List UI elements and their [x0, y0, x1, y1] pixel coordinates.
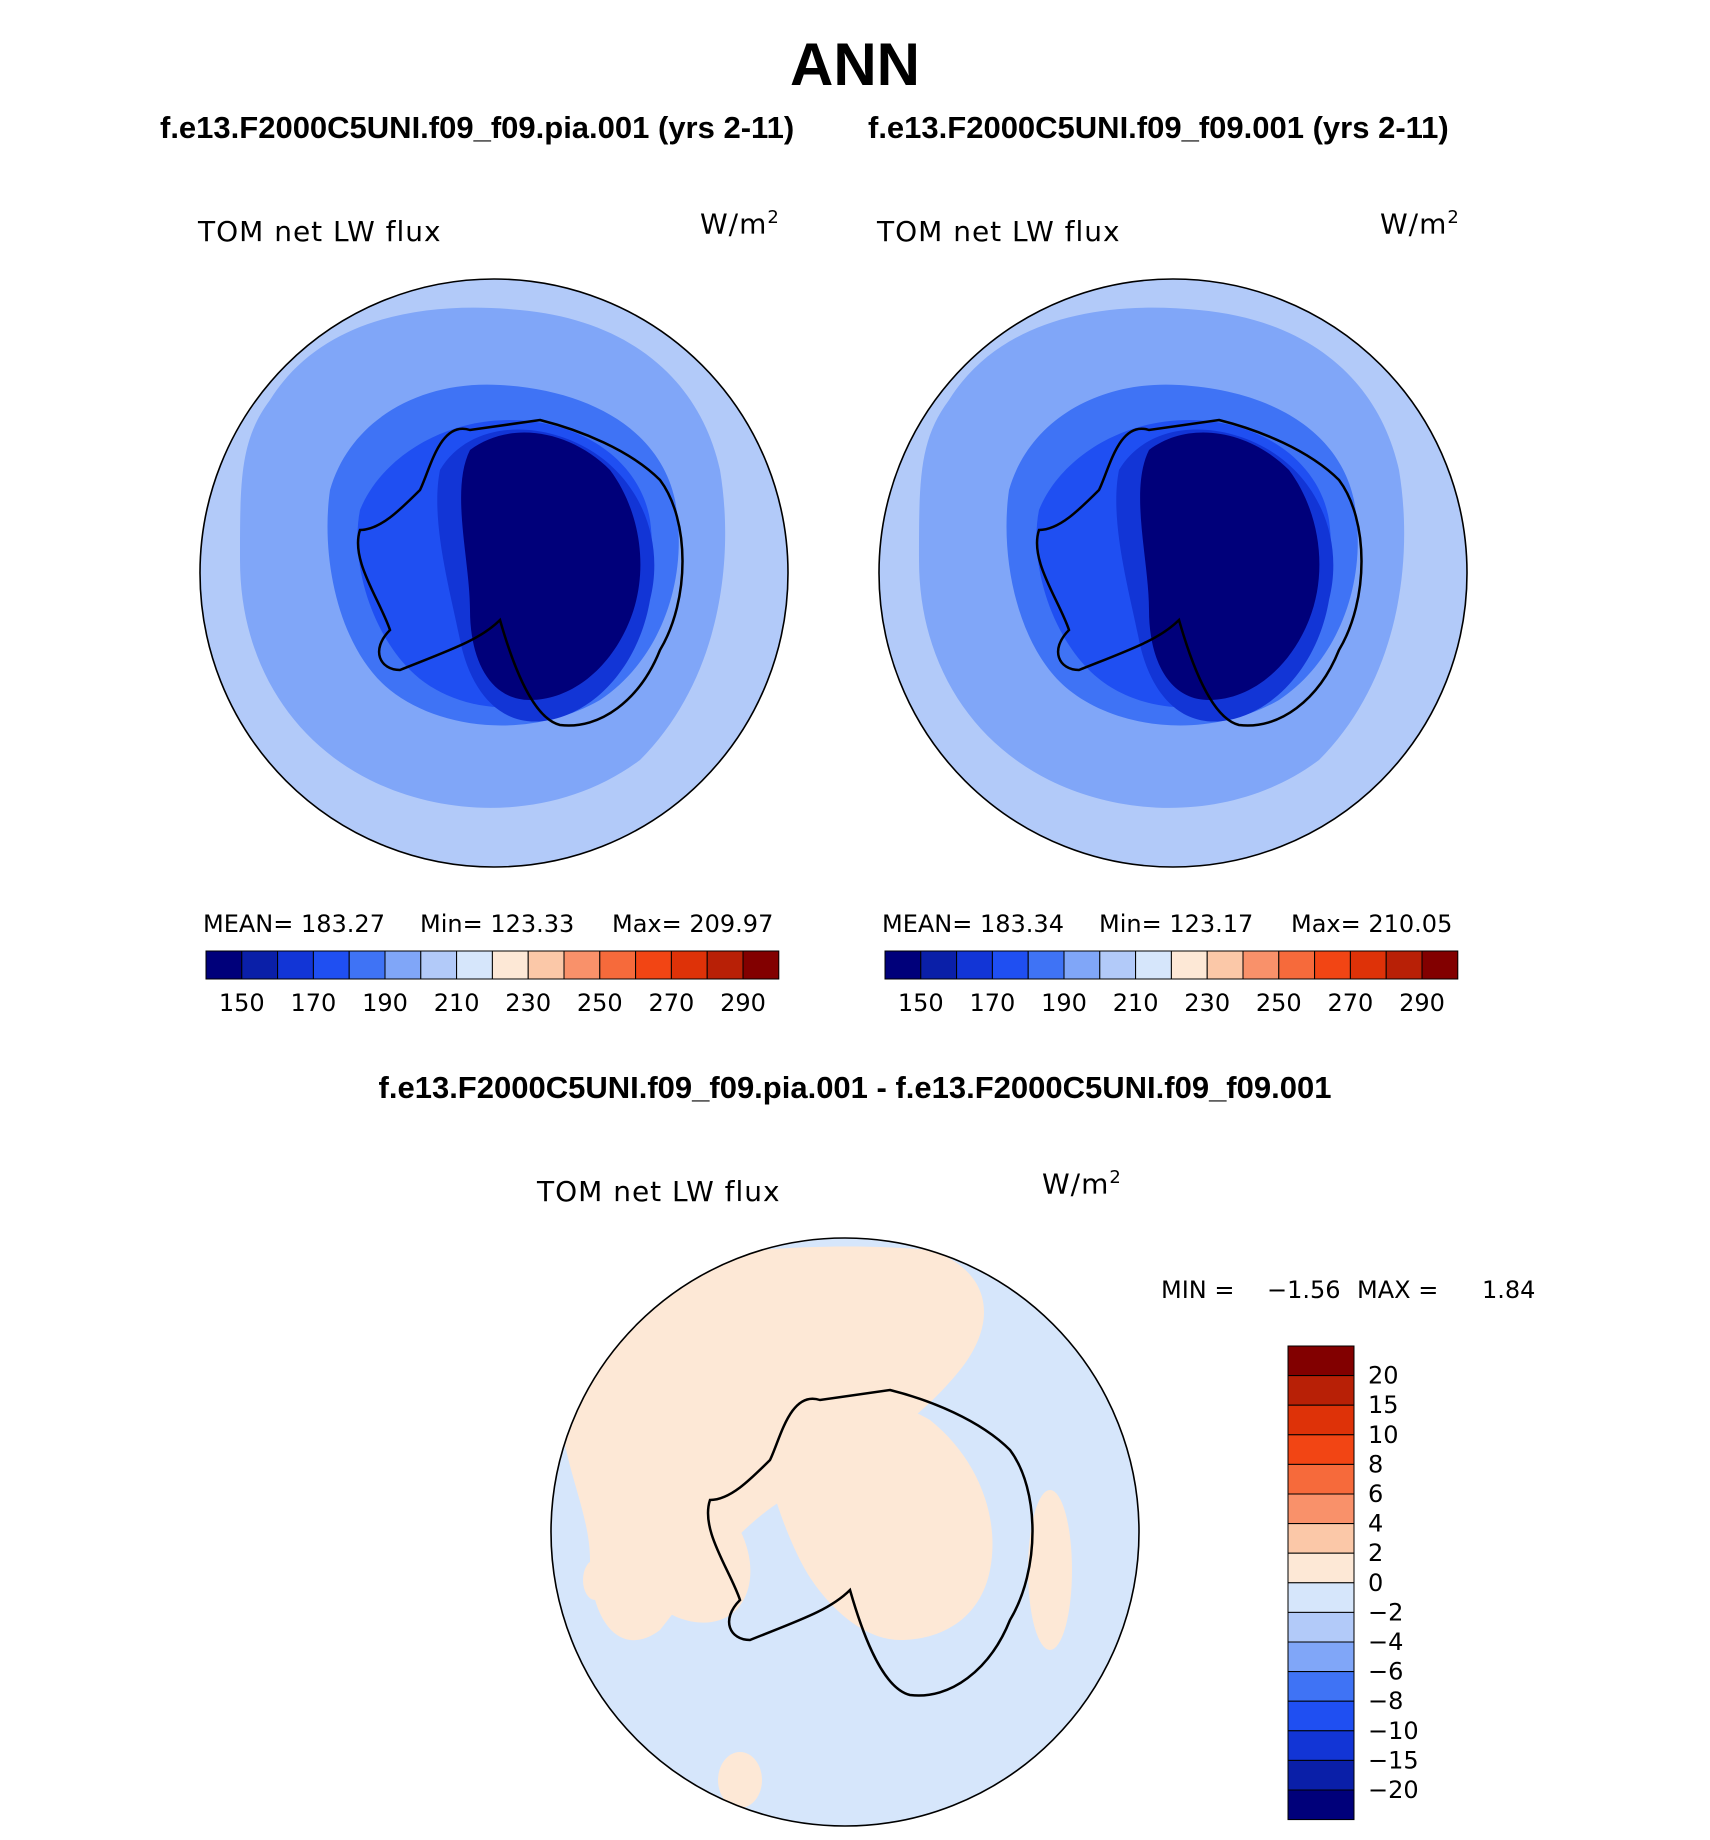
right-max: Max= 210.05 [1291, 910, 1453, 938]
colorbar-box [956, 950, 993, 980]
colorbar-right: 150 170 190 210 230 250 270 290 [884, 950, 1459, 1017]
colorbar-box [1287, 1493, 1355, 1525]
diff-units-label: W/m2 [1042, 1167, 1122, 1201]
colorbar-box [1349, 950, 1387, 980]
colorbar-tick-label: 250 [1256, 989, 1302, 1017]
colorbar-box [1287, 1434, 1355, 1465]
colorbar-tick-label: 230 [1184, 989, 1230, 1017]
colorbar-tick-label: −6 [1368, 1658, 1403, 1686]
colorbar-box [1206, 950, 1244, 980]
colorbar-tick-label: −10 [1368, 1717, 1419, 1745]
colorbar-box [563, 950, 601, 980]
colorbar-tick-label: −2 [1368, 1598, 1403, 1626]
colorbar-tick-label: 290 [1399, 989, 1445, 1017]
colorbar-tick-label: 8 [1368, 1450, 1383, 1478]
colorbar-box [491, 950, 529, 980]
colorbar-tick-label: −8 [1368, 1687, 1403, 1715]
colorbar-tick-label: 150 [898, 989, 944, 1017]
diff-variable-label: TOM net LW flux [537, 1175, 781, 1208]
colorbar-box [1287, 1641, 1355, 1673]
colorbar-box [241, 950, 279, 980]
left-units-label: W/m2 [700, 207, 780, 241]
colorbar-box [420, 950, 458, 980]
colorbar-tick-label: 230 [505, 989, 551, 1017]
right-min: Min= 123.17 [1099, 910, 1254, 938]
colorbar-tick-label: 210 [434, 989, 480, 1017]
colorbar-tick-label: 10 [1368, 1421, 1399, 1449]
colorbar-tick-label: 15 [1368, 1391, 1399, 1419]
colorbar-tick-label: 4 [1368, 1510, 1383, 1538]
colorbar-box [1170, 950, 1208, 980]
colorbar-box [1287, 1789, 1355, 1821]
colorbar-box [1287, 1611, 1355, 1643]
colorbar-box [599, 950, 637, 980]
colorbar-tick-label: −20 [1368, 1776, 1419, 1804]
colorbar-box [1287, 1730, 1355, 1761]
colorbar-box [456, 950, 493, 980]
colorbar-tick-label: 150 [219, 989, 265, 1017]
colorbar-box [1421, 950, 1459, 980]
diff-max-value: 1.84 [1482, 1276, 1536, 1304]
colorbar-box [706, 950, 744, 980]
colorbar-tick-label: 250 [577, 989, 623, 1017]
colorbar-tick-label: 20 [1368, 1362, 1399, 1390]
colorbar-box [1287, 1552, 1355, 1584]
colorbar-box [991, 950, 1029, 980]
colorbar-box [1287, 1582, 1355, 1613]
left-variable-label: TOM net LW flux [198, 215, 442, 248]
colorbar-tick-label: 0 [1368, 1569, 1383, 1597]
colorbar-box [1242, 950, 1280, 980]
colorbar-box [1287, 1671, 1355, 1702]
colorbar-box [1278, 950, 1316, 980]
left-max: Max= 209.97 [612, 910, 774, 938]
colorbar-box [1314, 950, 1351, 980]
diff-min-label: MIN = [1161, 1276, 1235, 1304]
colorbar-tick-label: 190 [1041, 989, 1087, 1017]
diff-min-value: −1.56 [1267, 1276, 1341, 1304]
colorbar-tick-label: 290 [720, 989, 766, 1017]
colorbar-box [1287, 1345, 1355, 1377]
right-units-label: W/m2 [1380, 207, 1460, 241]
colorbar-box [884, 950, 922, 980]
colorbar-box [205, 950, 243, 980]
main-title: ANN [790, 31, 920, 98]
colorbar-box [1027, 950, 1065, 980]
colorbar-box [1135, 950, 1172, 980]
colorbar-tick-label: 190 [362, 989, 408, 1017]
right-mean: MEAN= 183.34 [882, 910, 1064, 938]
colorbar-box [1287, 1463, 1355, 1495]
colorbar-box [1287, 1375, 1355, 1406]
left-min: Min= 123.33 [420, 910, 575, 938]
colorbar-left: 150 170 190 210 230 250 270 290 [205, 950, 780, 1017]
panel-left-title: f.e13.F2000C5UNI.f09_f09.pia.001 (yrs 2-… [160, 110, 795, 145]
right-variable-label: TOM net LW flux [877, 215, 1121, 248]
colorbar-box [348, 950, 386, 980]
colorbar-tick-label: 270 [648, 989, 694, 1017]
colorbar-tick-label: 270 [1327, 989, 1373, 1017]
colorbar-box [1287, 1700, 1355, 1732]
colorbar-box [1287, 1759, 1355, 1791]
colorbar-box [384, 950, 422, 980]
colorbar-tick-label: 170 [969, 989, 1015, 1017]
colorbar-box [1287, 1404, 1355, 1436]
colorbar-tick-label: −15 [1368, 1746, 1419, 1774]
colorbar-tick-label: 6 [1368, 1480, 1383, 1508]
colorbar-tick-label: 170 [290, 989, 336, 1017]
colorbar-box [1287, 1523, 1355, 1554]
left-mean: MEAN= 183.27 [203, 910, 385, 938]
difference-title: f.e13.F2000C5UNI.f09_f09.pia.001 - f.e13… [378, 1070, 1332, 1105]
colorbar-tick-label: 210 [1113, 989, 1159, 1017]
colorbar-tick-label: 2 [1368, 1539, 1383, 1567]
panel-right-title: f.e13.F2000C5UNI.f09_f09.001 (yrs 2-11) [868, 110, 1449, 145]
colorbar-box [742, 950, 780, 980]
colorbar-tick-label: −4 [1368, 1628, 1403, 1656]
diff-max-label: MAX = [1357, 1276, 1439, 1304]
